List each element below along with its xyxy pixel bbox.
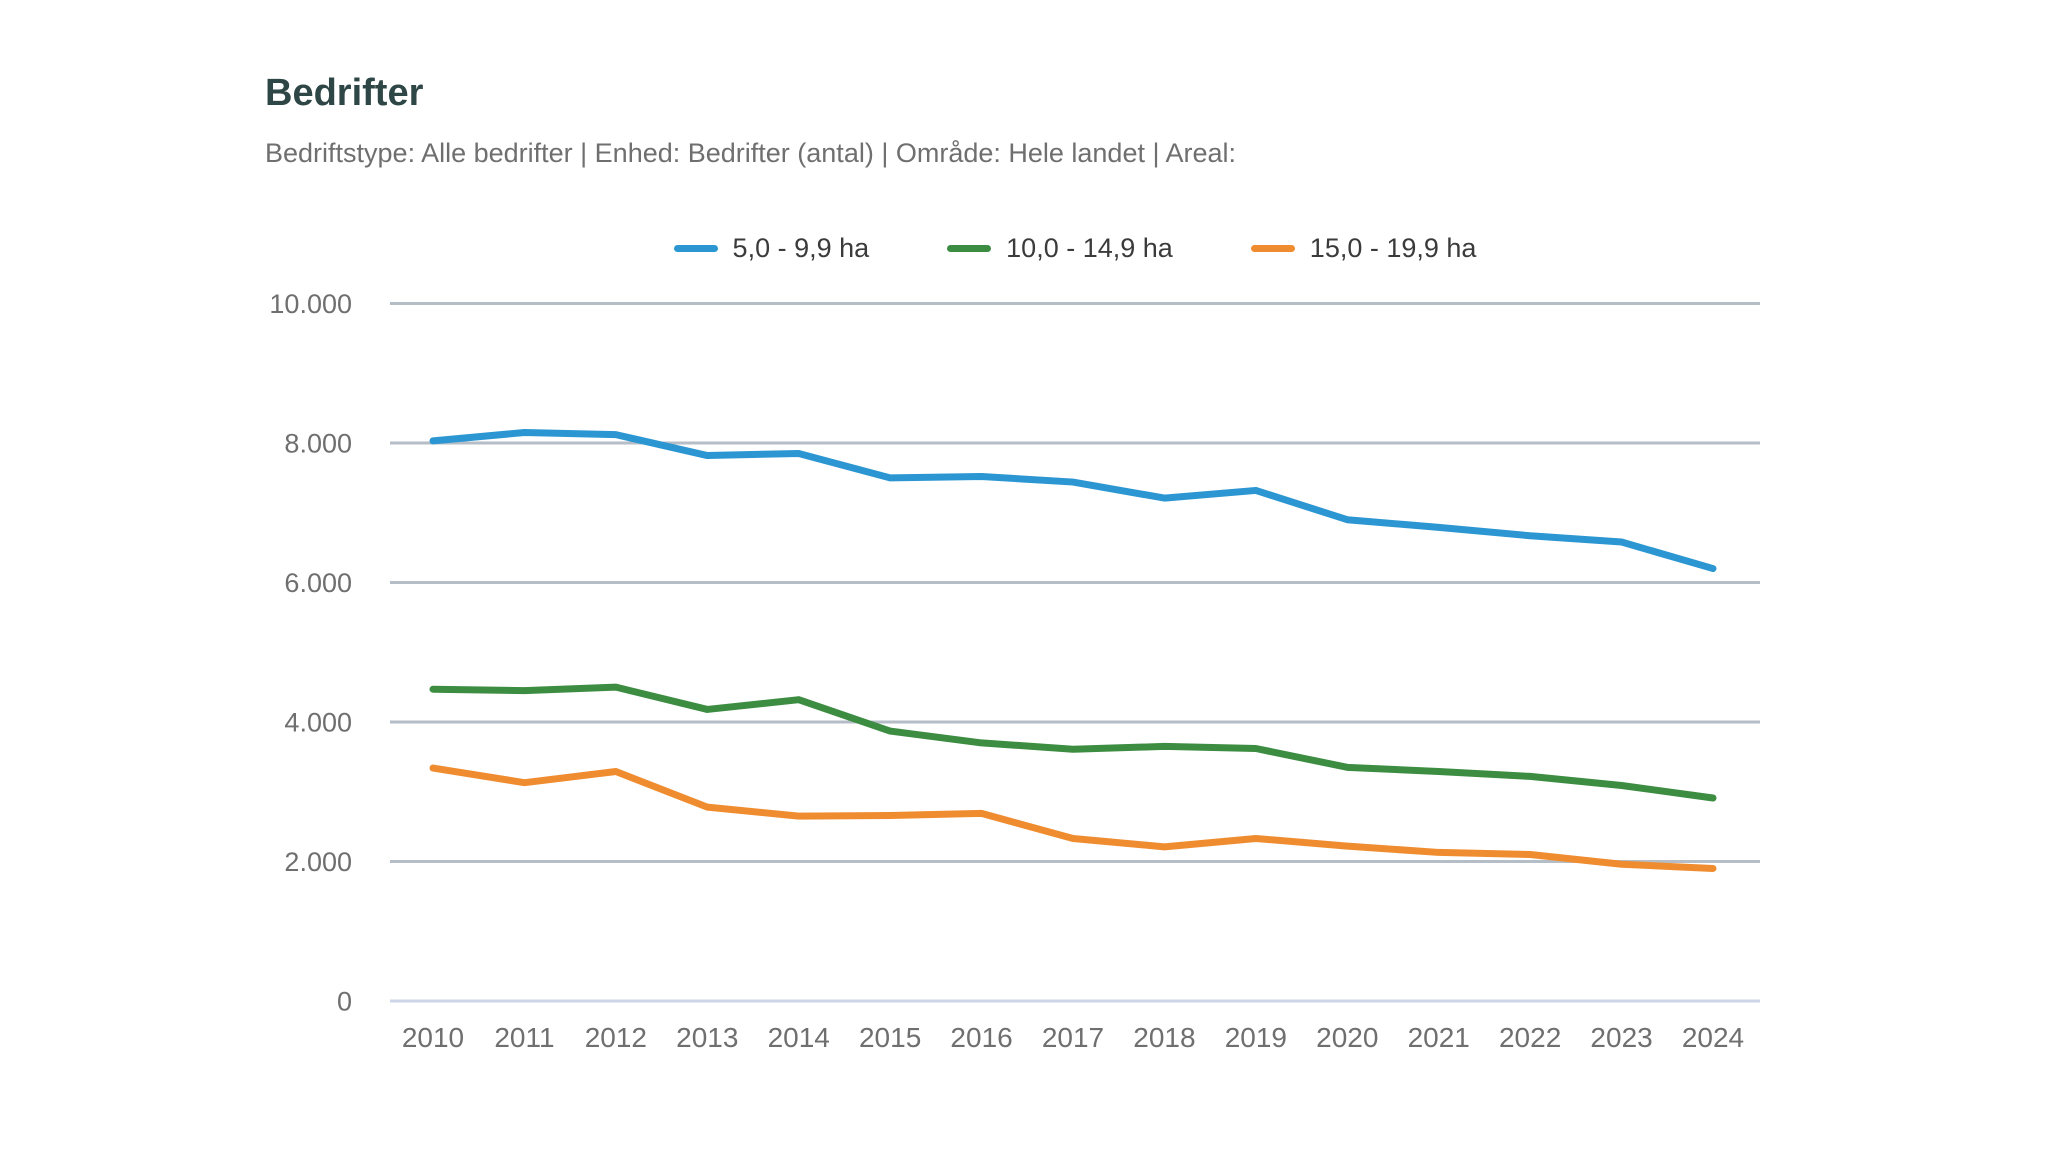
legend-label: 15,0 - 19,9 ha — [1309, 232, 1477, 263]
legend-label: 5,0 - 9,9 ha — [732, 232, 870, 263]
y-tick-label: 4.000 — [284, 708, 352, 738]
x-tick-label: 2018 — [1133, 1022, 1195, 1053]
legend-swatch-icon — [673, 244, 718, 252]
legend-item[interactable]: 5,0 - 9,9 ha — [673, 232, 870, 264]
legend-label: 10,0 - 14,9 ha — [1006, 232, 1173, 263]
legend: 5,0 - 9,9 ha 10,0 - 14,9 ha 15,0 - 19,9 ha — [390, 231, 1760, 265]
x-tick-label: 2012 — [585, 1022, 647, 1053]
y-tick-label: 8.000 — [284, 429, 352, 459]
x-tick-label: 2015 — [859, 1022, 921, 1053]
legend-swatch-icon — [947, 244, 992, 252]
chart-subtitle: Bedriftstype: Alle bedrifter | Enhed: Be… — [265, 138, 1237, 168]
x-tick-label: 2021 — [1408, 1022, 1470, 1053]
y-tick-label: 10.000 — [269, 289, 352, 319]
chart-title: Bedrifter — [265, 72, 424, 114]
y-tick-label: 6.000 — [284, 568, 352, 598]
x-tick-label: 2023 — [1590, 1022, 1652, 1053]
y-tick-label: 2.000 — [284, 847, 352, 877]
x-tick-label: 2020 — [1316, 1022, 1378, 1053]
x-tick-label: 2022 — [1499, 1022, 1561, 1053]
x-tick-label: 2024 — [1682, 1022, 1744, 1053]
series-line — [429, 764, 1717, 872]
x-tick-label: 2017 — [1042, 1022, 1104, 1053]
x-tick-label: 2019 — [1225, 1022, 1287, 1053]
legend-swatch-icon — [1250, 244, 1295, 252]
x-tick-label: 2014 — [768, 1022, 830, 1053]
y-tick-label: 0 — [337, 987, 352, 1017]
x-tick-label: 2013 — [676, 1022, 738, 1053]
series-line — [429, 683, 1717, 802]
legend-item[interactable]: 10,0 - 14,9 ha — [947, 233, 1173, 264]
x-tick-label: 2016 — [950, 1022, 1012, 1053]
legend-item[interactable]: 15,0 - 19,9 ha — [1250, 232, 1477, 264]
series-line — [429, 429, 1717, 573]
x-tick-label: 2011 — [494, 1022, 554, 1053]
x-tick-label: 2010 — [402, 1022, 464, 1053]
